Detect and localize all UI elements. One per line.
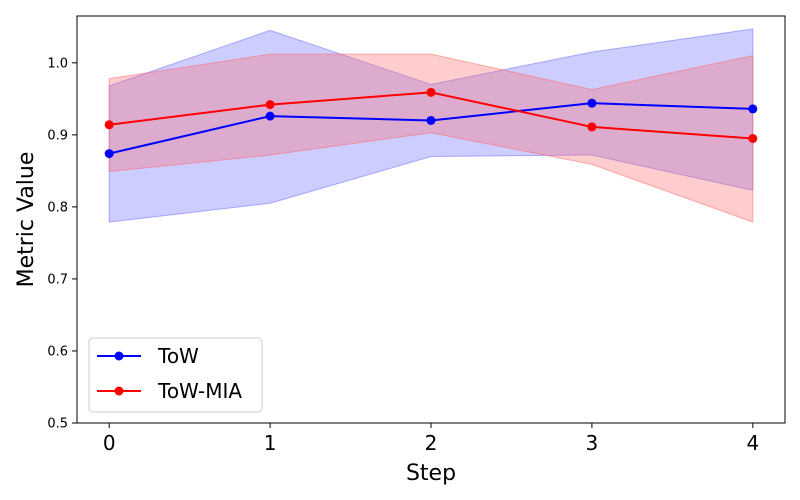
band-tow-mia <box>108 53 754 223</box>
legend-label-tow-mia: ToW-MIA <box>157 379 242 403</box>
x-tick-label: 4 <box>746 431 759 455</box>
x-axis-title: Step <box>406 461 456 486</box>
y-tick-label: 0.9 <box>47 128 68 143</box>
x-axis-ticks: 0 1 2 3 4 <box>103 423 759 455</box>
y-axis-ticks: 0.5 0.6 0.7 0.8 0.9 1.0 <box>47 56 77 432</box>
point-tow-mia-0 <box>104 120 114 130</box>
x-tick-label: 1 <box>264 431 277 455</box>
point-tow-mia-2 <box>426 87 436 97</box>
y-tick-label: 1.0 <box>47 56 68 71</box>
confidence-bands <box>108 28 754 223</box>
point-tow-2 <box>426 115 436 125</box>
point-tow-4 <box>748 104 758 114</box>
y-tick-label: 0.6 <box>47 344 68 359</box>
legend-marker-tow <box>114 351 124 361</box>
x-tick-label: 0 <box>103 431 116 455</box>
point-tow-mia-3 <box>587 122 597 132</box>
legend-label-tow: ToW <box>157 344 199 368</box>
legend: ToW ToW-MIA <box>88 337 263 413</box>
y-axis-title: Metric Value <box>14 152 39 288</box>
y-tick-label: 0.5 <box>47 417 68 432</box>
y-tick-label: 0.7 <box>47 272 68 287</box>
point-tow-mia-4 <box>748 133 758 143</box>
point-tow-mia-1 <box>265 100 275 110</box>
x-tick-label: 2 <box>425 431 438 455</box>
point-tow-1 <box>265 111 275 121</box>
legend-marker-tow-mia <box>114 386 124 396</box>
y-tick-label: 0.8 <box>47 200 68 215</box>
point-tow-0 <box>104 149 114 159</box>
x-tick-label: 3 <box>586 431 599 455</box>
series-markers <box>104 87 758 159</box>
point-tow-3 <box>587 98 597 108</box>
